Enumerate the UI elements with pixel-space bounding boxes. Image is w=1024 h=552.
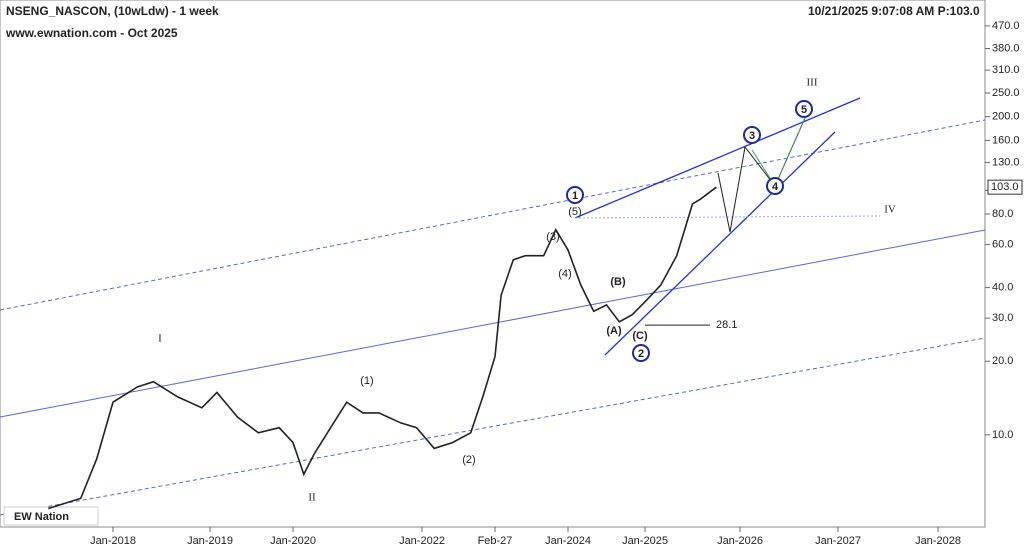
y-tick-label: 380.0 [992, 42, 1020, 54]
y-tick-label: 200.0 [992, 111, 1020, 123]
wave-circle [566, 186, 584, 204]
channel-line [0, 337, 986, 516]
wave-channel [574, 97, 861, 219]
x-tick-label: Jan-2026 [717, 535, 763, 547]
wave-label: (4) [558, 268, 571, 280]
wave-label: (2) [462, 454, 475, 466]
wave-label: (5) [568, 206, 581, 218]
wave-label: IV [884, 204, 896, 216]
y-tick-label: 310.0 [992, 64, 1020, 76]
y-tick-label: 60.0 [992, 238, 1013, 250]
channel-line [0, 119, 986, 311]
chart-subtitle: www.ewnation.com - Oct 2025 [5, 26, 178, 40]
x-tick-label: Jan-2019 [187, 535, 233, 547]
price-line [48, 186, 717, 510]
y-tick-label: 20.0 [992, 355, 1013, 367]
wave-label: 1 [572, 190, 578, 202]
x-tick-label: Jan-2022 [399, 535, 445, 547]
wave-label: (1) [360, 375, 373, 387]
projection-line [574, 215, 881, 219]
x-tick-label: Jan-2027 [815, 535, 861, 547]
x-tick-label: Jan-2018 [90, 535, 136, 547]
low-marker-label: 28.1 [716, 319, 737, 331]
x-tick-label: Jan-2020 [270, 535, 316, 547]
x-tick-label: Jan-2025 [622, 535, 668, 547]
wave-label: 4 [772, 181, 779, 193]
y-tick-label: 80.0 [992, 208, 1013, 220]
y-tick-label: 250.0 [992, 87, 1020, 99]
x-tick-label: Feb-27 [478, 535, 513, 547]
wave-label: 5 [801, 104, 807, 116]
y-tick-label: 40.0 [992, 282, 1013, 294]
wave-label: (C) [632, 330, 648, 342]
wave-label: 2 [638, 348, 644, 360]
y-tick-label: 10.0 [992, 429, 1013, 441]
y-tick-label: 30.0 [992, 312, 1013, 324]
wave-label: I [158, 333, 162, 345]
channel-line [0, 229, 986, 418]
wave-label: (3) [546, 231, 559, 243]
watermark: EW Nation [14, 511, 69, 523]
wave-channel [604, 131, 836, 356]
wave-circle [766, 177, 784, 195]
y-tick-label: 470.0 [992, 20, 1020, 32]
wave-label: (A) [606, 325, 622, 337]
y-tick-label: 160.0 [992, 134, 1020, 146]
wave-label: 3 [749, 130, 755, 142]
wave-circle [743, 126, 761, 144]
plot-frame [0, 0, 986, 528]
timestamp: 10/21/2025 9:07:08 AM P:103.0 [808, 4, 980, 18]
wave-label: II [308, 492, 316, 504]
last-price-box [987, 179, 1023, 195]
chart-title: NSENG_NASCON, (10wLdw) - 1 week [6, 4, 219, 18]
y-tick-label: 130.0 [992, 156, 1020, 168]
x-tick-label: Jan-2024 [545, 535, 591, 547]
last-price-label: 103.0 [991, 181, 1019, 193]
wave-label: (B) [610, 276, 626, 288]
wave-label: III [807, 77, 818, 89]
wave-circle [795, 100, 813, 118]
x-tick-label: Jan-2028 [915, 535, 961, 547]
wave-circle [632, 344, 650, 362]
